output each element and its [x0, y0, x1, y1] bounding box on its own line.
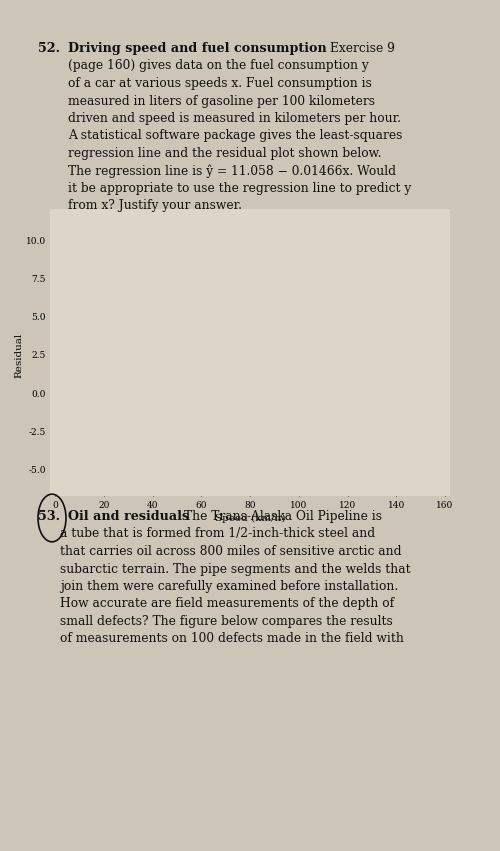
Point — [124, 394, 132, 408]
Point — [392, 350, 400, 363]
Text: it be appropriate to use the regression line to predict y: it be appropriate to use the regression … — [68, 182, 411, 195]
Text: Driving speed and fuel consumption: Driving speed and fuel consumption — [68, 42, 327, 55]
Point — [76, 234, 84, 248]
Point — [295, 421, 303, 435]
Text: A statistical software package gives the least-squares: A statistical software package gives the… — [68, 129, 402, 142]
Point — [173, 443, 181, 456]
Text: driven and speed is measured in kilometers per hour.: driven and speed is measured in kilomete… — [68, 112, 401, 125]
Text: 52.: 52. — [38, 42, 60, 55]
Text: join them were carefully examined before installation.: join them were carefully examined before… — [60, 580, 398, 593]
Text: regression line and the residual plot shown below.: regression line and the residual plot sh… — [68, 147, 382, 160]
Text: The Trans-Alaska Oil Pipeline is: The Trans-Alaska Oil Pipeline is — [184, 510, 382, 523]
X-axis label: Speed (km/h): Speed (km/h) — [215, 514, 285, 523]
Text: subarctic terrain. The pipe segments and the welds that: subarctic terrain. The pipe segments and… — [60, 563, 410, 575]
Point — [148, 427, 156, 441]
Text: How accurate are field measurements of the depth of: How accurate are field measurements of t… — [60, 597, 394, 610]
Text: of a car at various speeds x. Fuel consumption is: of a car at various speeds x. Fuel consu… — [68, 77, 372, 90]
Point — [197, 460, 205, 473]
Text: Oil and residuals: Oil and residuals — [68, 510, 189, 523]
Text: from x? Justify your answer.: from x? Justify your answer. — [68, 199, 242, 213]
Point — [416, 317, 424, 331]
Text: of measurements on 100 defects made in the field with: of measurements on 100 defects made in t… — [60, 632, 404, 646]
Point — [100, 351, 108, 365]
Text: 53.: 53. — [38, 510, 60, 523]
Point — [222, 439, 230, 453]
Point — [246, 431, 254, 444]
Text: measured in liters of gasoline per 100 kilometers: measured in liters of gasoline per 100 k… — [68, 94, 375, 107]
Text: a tube that is formed from 1/2-inch-thick steel and: a tube that is formed from 1/2-inch-thic… — [60, 528, 375, 540]
Point — [368, 360, 376, 374]
Text: (page 160) gives data on the fuel consumption y: (page 160) gives data on the fuel consum… — [68, 60, 369, 72]
Text: small defects? The figure below compares the results: small defects? The figure below compares… — [60, 615, 393, 628]
Y-axis label: Residual: Residual — [14, 333, 23, 378]
Text: The regression line is ŷ = 11.058 − 0.01466x. Would: The regression line is ŷ = 11.058 − 0.01… — [68, 164, 396, 178]
Text: that carries oil across 800 miles of sensitive arctic and: that carries oil across 800 miles of sen… — [60, 545, 402, 558]
Point — [270, 423, 278, 437]
Point — [344, 385, 351, 398]
Text: Exercise 9: Exercise 9 — [330, 42, 395, 55]
